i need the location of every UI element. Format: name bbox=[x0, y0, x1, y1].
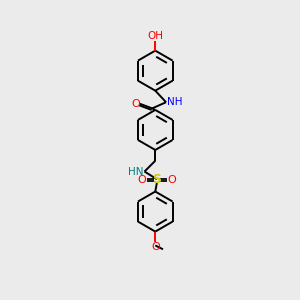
Text: HN: HN bbox=[128, 167, 144, 176]
Text: O: O bbox=[137, 175, 146, 185]
Text: OH: OH bbox=[147, 31, 163, 40]
Text: S: S bbox=[152, 173, 161, 186]
Text: O: O bbox=[168, 175, 177, 185]
Text: NH: NH bbox=[167, 97, 182, 107]
Text: O: O bbox=[151, 242, 160, 252]
Text: O: O bbox=[132, 99, 140, 109]
